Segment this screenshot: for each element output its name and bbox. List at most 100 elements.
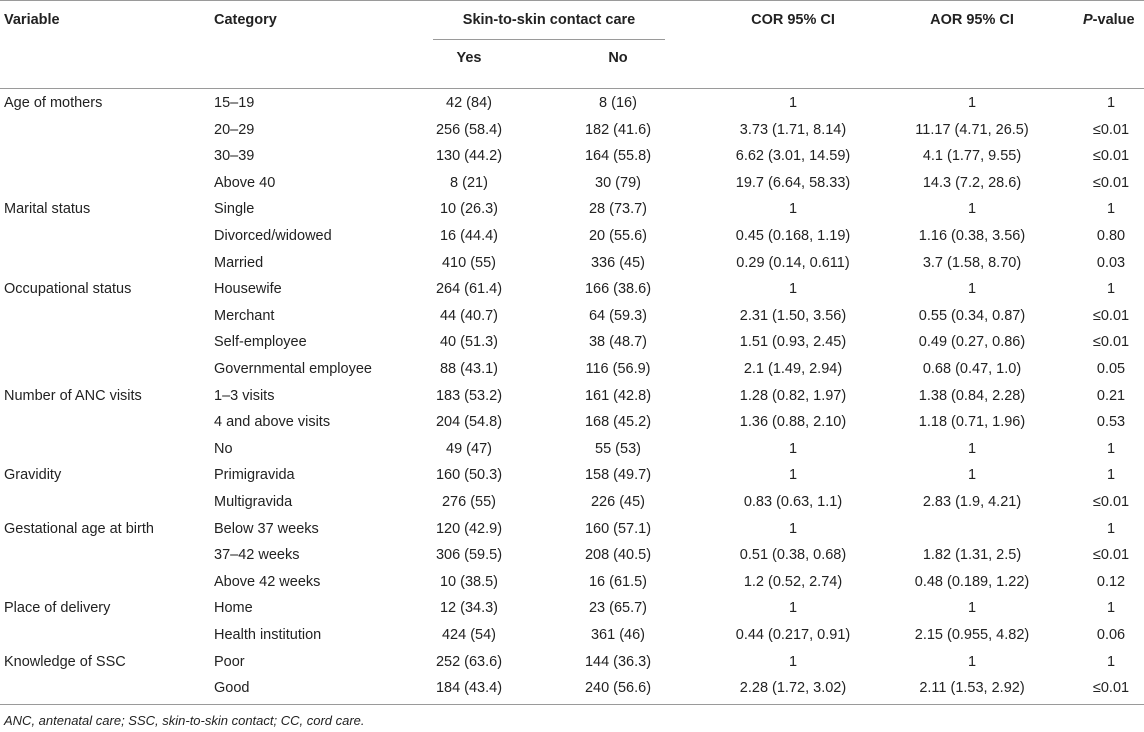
cell-yes: 204 (54.8)	[435, 414, 503, 431]
cell-aor: 0.49 (0.27, 0.86)	[918, 334, 1026, 351]
cell-cor: 3.73 (1.71, 8.14)	[739, 121, 847, 138]
cell-cor: 1	[788, 653, 798, 670]
cell-yes: 264 (61.4)	[435, 281, 503, 298]
cell-yes: 120 (42.9)	[435, 520, 503, 537]
cell-aor: 2.83 (1.9, 4.21)	[922, 494, 1022, 510]
cell-p-value: 0.53	[1096, 414, 1126, 431]
cell-no: 55 (53)	[595, 440, 641, 457]
cell-yes: 183 (53.2)	[435, 387, 503, 404]
cell-cor: 1	[788, 467, 798, 484]
header-p-value: P-value	[1083, 12, 1135, 28]
cell-no: 166 (38.6)	[584, 281, 652, 298]
cell-variable: Place of delivery	[4, 600, 111, 617]
cell-cor: 1.28 (0.82, 1.97)	[739, 387, 847, 404]
header-yes: Yes	[456, 50, 482, 66]
cell-cor: 1	[788, 440, 798, 457]
cell-aor: 1	[967, 653, 977, 670]
header-cor: COR 95% CI	[751, 12, 835, 28]
cell-no: 116 (56.9)	[585, 361, 651, 377]
cell-cor: 0.29 (0.14, 0.611)	[736, 254, 850, 271]
cell-aor: 1.82 (1.31, 2.5)	[922, 547, 1022, 564]
cell-p-value: ≤0.01	[1092, 334, 1130, 351]
cell-p-value: 0.12	[1096, 573, 1126, 590]
cell-yes: 40 (51.3)	[439, 334, 499, 351]
cell-category: Self-employee	[214, 334, 307, 351]
cell-category: Single	[214, 201, 255, 218]
cell-yes: 252 (63.6)	[435, 653, 503, 670]
cell-aor: 4.1 (1.77, 9.55)	[922, 148, 1022, 165]
cell-no: 30 (79)	[595, 174, 641, 191]
cell-variable: Number of ANC visits	[4, 387, 142, 404]
header-aor: AOR 95% CI	[930, 12, 1014, 28]
cell-aor: 1.16 (0.38, 3.56)	[918, 228, 1026, 244]
cell-yes: 256 (58.4)	[435, 121, 503, 138]
cell-p-value: ≤0.01	[1092, 174, 1130, 191]
cell-category: 4 and above visits	[214, 414, 331, 431]
cell-yes: 130 (44.2)	[435, 148, 503, 165]
cell-aor: 0.48 (0.189, 1.22)	[914, 573, 1030, 590]
cell-no: 240 (56.6)	[584, 680, 652, 697]
cell-yes: 88 (43.1)	[439, 361, 499, 377]
cell-no: 8 (16)	[599, 95, 637, 111]
cell-yes: 49 (47)	[446, 440, 492, 457]
cell-cor: 2.31 (1.50, 3.56)	[739, 307, 847, 324]
cell-aor: 3.7 (1.58, 8.70)	[922, 254, 1022, 271]
cell-category: Below 37 weeks	[214, 520, 319, 537]
cell-cor: 1	[788, 95, 798, 111]
cell-no: 28 (73.7)	[588, 201, 648, 218]
ssc-span-rule	[433, 39, 665, 40]
cell-p-value: 0.05	[1096, 361, 1126, 377]
cell-p-value: 0.03	[1096, 254, 1126, 271]
cell-category: Multigravida	[214, 494, 293, 510]
table-footnote: ANC, antenatal care; SSC, skin-to-skin c…	[4, 713, 365, 728]
cell-yes: 16 (44.4)	[439, 228, 499, 244]
cell-p-value: 1	[1106, 440, 1116, 457]
cell-cor: 1.36 (0.88, 2.10)	[739, 414, 847, 431]
cell-category: 20–29	[214, 121, 255, 138]
cell-no: 16 (61.5)	[588, 573, 648, 590]
cell-category: 37–42 weeks	[214, 547, 300, 564]
cell-category: Divorced/widowed	[214, 228, 332, 244]
cell-aor: 1	[967, 201, 977, 218]
cell-p-value: 0.21	[1096, 387, 1126, 404]
cell-aor: 0.55 (0.34, 0.87)	[918, 307, 1026, 324]
cell-variable: Age of mothers	[4, 95, 103, 111]
cell-category: No	[214, 440, 233, 457]
cell-aor: 1	[967, 600, 977, 617]
cell-yes: 8 (21)	[450, 174, 488, 191]
cell-no: 361 (46)	[590, 627, 646, 643]
cell-category: Above 40	[214, 174, 276, 191]
cell-yes: 424 (54)	[441, 627, 497, 643]
cell-yes: 10 (26.3)	[439, 201, 499, 218]
table-bottom-rule	[0, 704, 1144, 705]
cell-category: Housewife	[214, 281, 282, 298]
cell-category: Merchant	[214, 307, 275, 324]
cell-no: 144 (36.3)	[584, 653, 652, 670]
cell-no: 23 (65.7)	[588, 600, 648, 617]
cell-no: 336 (45)	[590, 254, 646, 271]
cell-variable: Gestational age at birth	[4, 520, 154, 537]
cell-yes: 44 (40.7)	[439, 307, 499, 324]
header-variable: Variable	[4, 12, 60, 28]
cell-aor: 1.38 (0.84, 2.28)	[918, 387, 1026, 404]
cell-category: 1–3 visits	[214, 387, 275, 404]
cell-yes: 12 (34.3)	[439, 600, 499, 617]
cell-cor: 6.62 (3.01, 14.59)	[735, 148, 851, 165]
cell-category: Governmental employee	[214, 361, 372, 377]
cell-cor: 1	[788, 201, 798, 218]
cell-no: 164 (55.8)	[584, 148, 652, 165]
cell-yes: 276 (55)	[441, 494, 497, 510]
cell-cor: 1	[788, 281, 798, 298]
cell-variable: Gravidity	[4, 467, 62, 484]
cell-no: 38 (48.7)	[588, 334, 648, 351]
cell-p-value: ≤0.01	[1092, 494, 1130, 510]
cell-cor: 2.1 (1.49, 2.94)	[743, 361, 843, 377]
cell-no: 158 (49.7)	[584, 467, 652, 484]
cell-p-value: 0.06	[1096, 627, 1126, 643]
cell-category: 15–19	[214, 95, 255, 111]
cell-p-value: 1	[1106, 653, 1116, 670]
cell-p-value: 1	[1106, 281, 1116, 298]
cell-aor: 1	[967, 440, 977, 457]
cell-cor: 2.28 (1.72, 3.02)	[739, 680, 847, 697]
cell-cor: 1	[788, 520, 798, 537]
